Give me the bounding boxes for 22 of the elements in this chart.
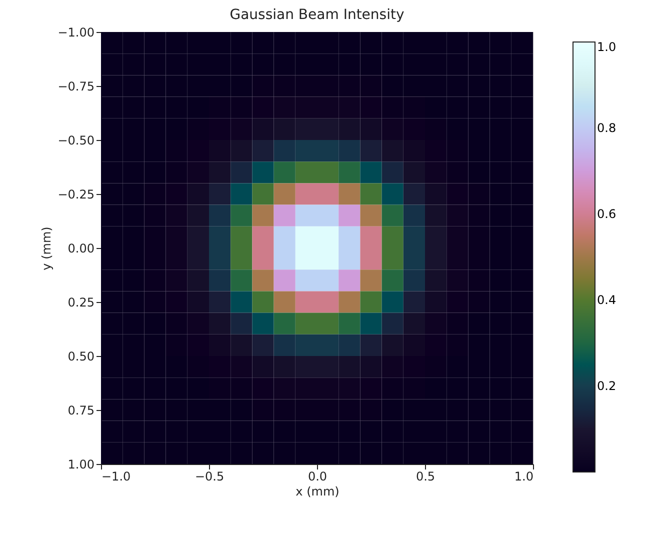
y-axis-title: y (mm)	[40, 226, 54, 270]
y-tick-label: 0.75	[68, 404, 94, 418]
x-tick-label: −0.5	[194, 470, 224, 484]
x-tick-label: 1.0	[514, 470, 534, 484]
x-tick-label: −1.0	[102, 470, 131, 484]
y-tick-label: −0.50	[58, 134, 94, 148]
y-tick-label: −1.00	[58, 26, 94, 40]
y-tick-label: −0.75	[58, 80, 94, 94]
color-bar-label: 0.8	[597, 121, 616, 135]
x-axis-title: x (mm)	[296, 484, 340, 498]
color-bar-label: 0.2	[597, 379, 616, 393]
y-tick-label: 0.00	[68, 242, 94, 256]
color-bar-label: 0.6	[597, 207, 616, 221]
y-tick-label: 0.25	[68, 296, 94, 310]
y-tick-label: −0.25	[58, 188, 94, 202]
y-tick-label: 1.00	[68, 458, 94, 472]
y-tick-label: 0.50	[68, 350, 94, 364]
color-bar-label: 1.0	[597, 40, 616, 54]
chart-title: Gaussian Beam Intensity	[230, 7, 404, 23]
x-tick-label: 0.0	[308, 470, 328, 484]
x-tick-label: 0.5	[416, 470, 436, 484]
color-bar-label: 0.4	[597, 293, 616, 307]
